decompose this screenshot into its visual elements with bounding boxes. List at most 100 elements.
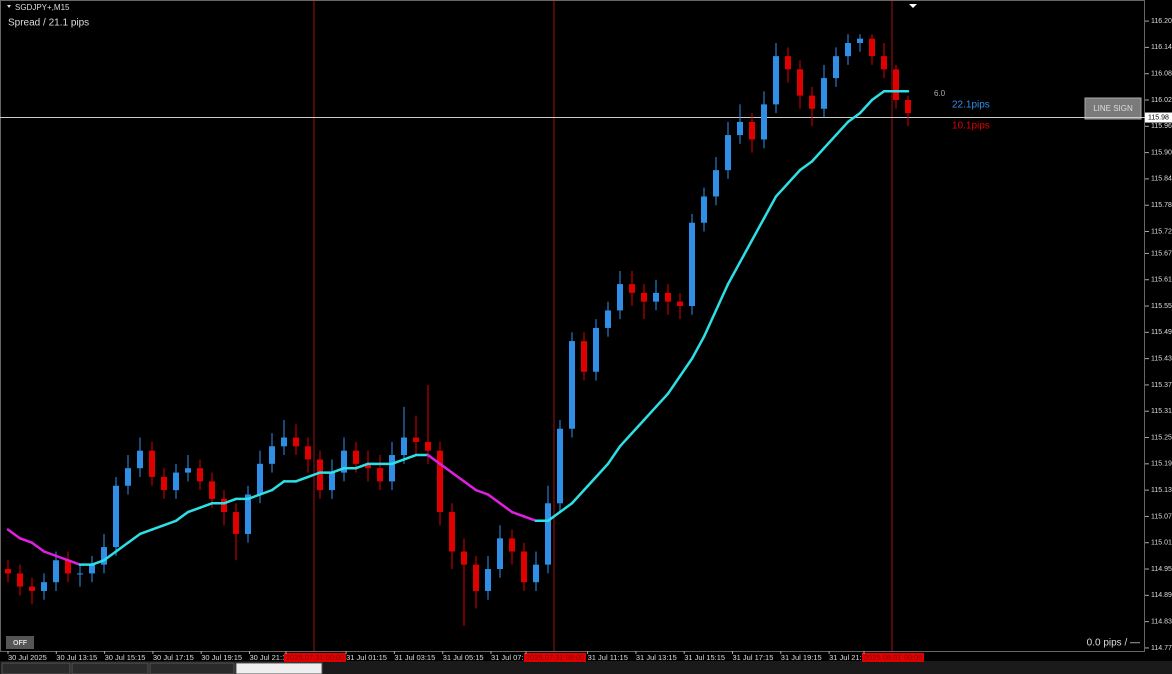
tab[interactable] xyxy=(71,662,149,674)
y-tick-label: 115.01 xyxy=(1151,540,1172,547)
ma-segment xyxy=(270,480,286,492)
x-tick-label: 30 Jul 2025 xyxy=(8,653,47,662)
shift-marker xyxy=(909,4,917,8)
ma-segment xyxy=(630,418,646,435)
x-tick-label: 2025.07.31 08:00 xyxy=(526,653,584,662)
ma-segment xyxy=(102,550,118,562)
candle-body xyxy=(893,69,899,100)
tab-active[interactable] xyxy=(235,662,323,674)
price-tag xyxy=(1145,112,1172,123)
x-tick-label: 31 Jul 17:15 xyxy=(733,653,774,662)
candle-body xyxy=(701,196,707,223)
ma-segment xyxy=(162,519,178,527)
candle-body xyxy=(809,95,815,109)
ma-segment xyxy=(726,260,742,286)
candle-body xyxy=(41,582,47,591)
candle-body xyxy=(437,450,443,513)
toggle-label[interactable]: OFF xyxy=(13,640,28,647)
plot-frame xyxy=(0,0,1145,652)
x-tick-label: 31 Jul 01:15 xyxy=(346,653,387,662)
y-tick-label: 115.43 xyxy=(1151,355,1172,362)
session-box xyxy=(284,653,346,662)
line-sign-button[interactable] xyxy=(1084,97,1142,120)
candle-body xyxy=(845,43,851,57)
candle-body xyxy=(125,468,131,486)
candle-body xyxy=(101,547,107,565)
ma-segment xyxy=(486,493,502,505)
candle-body xyxy=(185,468,191,473)
x-tick-label: 30 Jul 17:15 xyxy=(153,653,194,662)
ma-segment xyxy=(870,89,886,102)
ma-segment xyxy=(834,120,850,137)
candle-body xyxy=(881,56,887,70)
ma-segment xyxy=(738,239,754,264)
candle-body xyxy=(713,170,719,197)
y-tick-label: 114.89 xyxy=(1151,592,1172,599)
candle-body xyxy=(293,437,299,447)
y-tick-label: 116.20 xyxy=(1151,18,1172,25)
y-tick-label: 116.02 xyxy=(1151,97,1172,104)
candle-body xyxy=(329,472,335,491)
candle-body xyxy=(641,292,647,302)
ma-segment xyxy=(138,528,154,536)
tab[interactable] xyxy=(1,662,71,674)
off-toggle[interactable] xyxy=(6,636,34,649)
ma-segment xyxy=(450,471,466,483)
candle-body xyxy=(833,56,839,79)
candle-body xyxy=(137,450,143,469)
y-tick-label: 115.13 xyxy=(1151,487,1172,494)
x-tick-label: 30 Jul 21:15 xyxy=(250,653,291,662)
status-label: 0.0 pips / — xyxy=(1087,638,1140,649)
ma-segment xyxy=(30,541,46,553)
ma-segment xyxy=(498,502,514,514)
ma-segment xyxy=(594,462,610,479)
ma-segment xyxy=(618,431,634,448)
ma-segment xyxy=(390,458,406,466)
candle-body xyxy=(149,450,155,477)
y-tick-label: 115.72 xyxy=(1151,228,1172,235)
ma-segment xyxy=(462,480,478,492)
menu-arrow[interactable] xyxy=(7,5,11,8)
candle-body xyxy=(461,551,467,565)
ma-segment xyxy=(510,510,526,518)
x-tick-label: 31 Jul 13:15 xyxy=(636,653,677,662)
candle-body xyxy=(761,104,767,140)
candle-body xyxy=(785,56,791,70)
ma-segment xyxy=(6,528,22,540)
ma-segment xyxy=(762,195,778,220)
y-tick-label: 115.67 xyxy=(1151,250,1172,257)
ma-segment xyxy=(642,405,658,422)
ma-segment xyxy=(18,537,34,544)
ma-segment xyxy=(570,488,586,505)
candle-body xyxy=(29,586,35,591)
ma-segment xyxy=(606,445,622,466)
x-tick-label: 2025.07.31 00:00 xyxy=(286,653,344,662)
x-tick-label: 2025.08.01 00:00 xyxy=(864,653,922,662)
candle-body xyxy=(497,538,503,570)
x-tick-label: 31 Jul 21:15 xyxy=(829,653,870,662)
ma-segment xyxy=(666,374,682,395)
candle-body xyxy=(281,437,287,447)
ma-segment xyxy=(126,532,142,544)
candle-body xyxy=(413,437,419,442)
session-box xyxy=(862,653,924,662)
candle-body xyxy=(89,564,95,574)
button-label[interactable]: LINE SIGN xyxy=(1093,104,1133,113)
x-tick-label: 31 Jul 05:15 xyxy=(443,653,484,662)
candle-body xyxy=(197,468,203,482)
session-box xyxy=(524,653,586,662)
candle-body xyxy=(605,310,611,328)
candle-body xyxy=(77,573,83,575)
ma-segment xyxy=(678,357,694,378)
x-tick-label: 31 Jul 15:15 xyxy=(684,653,725,662)
candle-body xyxy=(689,222,695,307)
tab[interactable] xyxy=(149,662,235,674)
candle-body xyxy=(425,441,431,451)
candle-body xyxy=(557,428,563,504)
ma-segment xyxy=(654,392,670,409)
spread-label: Spread / 21.1 pips xyxy=(8,18,89,29)
ma-segment xyxy=(258,488,274,496)
candle-body xyxy=(749,121,755,140)
y-tick-label: 116.08 xyxy=(1151,71,1172,78)
y-tick-label: 115.78 xyxy=(1151,202,1172,209)
